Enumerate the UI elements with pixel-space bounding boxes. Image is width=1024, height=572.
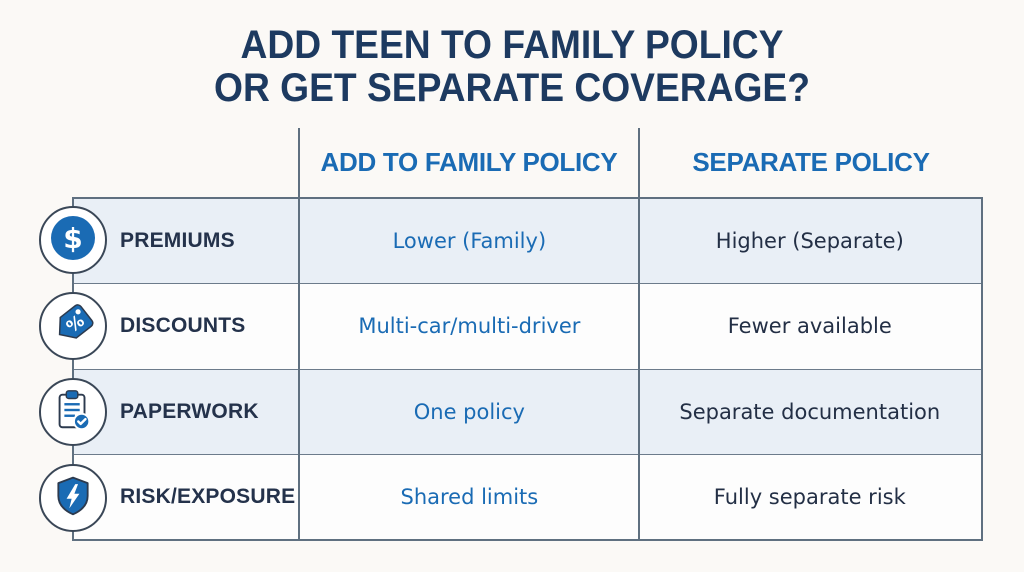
cell-risk-separate: Fully separate risk bbox=[713, 484, 906, 509]
table-row-premiums: PREMIUMS Lower (Family) Higher (Separate… bbox=[74, 199, 981, 284]
column-header-separate-policy: SEPARATE POLICY bbox=[692, 147, 930, 177]
column-divider-left bbox=[298, 128, 300, 541]
page-title: ADD TEEN TO FAMILY POLICY OR GET SEPARAT… bbox=[36, 24, 988, 110]
premiums-icon-circle: $ bbox=[39, 206, 107, 274]
dollar-icon: $ bbox=[49, 214, 97, 267]
cell-risk-family: Shared limits bbox=[400, 484, 539, 509]
cell-paperwork-family: One policy bbox=[413, 399, 525, 424]
svg-text:$: $ bbox=[63, 222, 82, 255]
table-row-risk-exposure: RISK/EXPOSURE Shared limits Fully separa… bbox=[74, 453, 981, 539]
clipboard-check-icon bbox=[50, 387, 96, 438]
price-tag-icon: % bbox=[49, 300, 97, 353]
row-label-risk-exposure: RISK/EXPOSURE bbox=[120, 484, 296, 508]
column-divider-right bbox=[638, 128, 640, 541]
table-row-discounts: DISCOUNTS Multi-car/multi-driver Fewer a… bbox=[74, 283, 981, 369]
paperwork-icon-circle bbox=[39, 378, 107, 446]
table-row-paperwork: PAPERWORK One policy Separate documentat… bbox=[74, 368, 981, 454]
shield-bolt-icon bbox=[51, 473, 95, 524]
comparison-table: PREMIUMS Lower (Family) Higher (Separate… bbox=[72, 197, 983, 541]
row-label-paperwork: PAPERWORK bbox=[120, 399, 259, 423]
discounts-icon-circle: % bbox=[39, 292, 107, 360]
row-label-premiums: PREMIUMS bbox=[120, 229, 235, 253]
cell-premiums-separate: Higher (Separate) bbox=[715, 229, 904, 254]
cell-discounts-family: Multi-car/multi-driver bbox=[358, 314, 581, 339]
risk-exposure-icon-circle bbox=[39, 464, 107, 532]
page-title-line1: ADD TEEN TO FAMILY POLICY bbox=[240, 23, 784, 67]
row-label-discounts: DISCOUNTS bbox=[120, 314, 246, 338]
column-header-family-policy: ADD TO FAMILY POLICY bbox=[320, 147, 618, 177]
page-title-line2: OR GET SEPARATE COVERAGE? bbox=[214, 66, 810, 110]
cell-discounts-separate: Fewer available bbox=[727, 314, 892, 339]
cell-paperwork-separate: Separate documentation bbox=[679, 399, 941, 424]
cell-premiums-family: Lower (Family) bbox=[392, 229, 547, 254]
